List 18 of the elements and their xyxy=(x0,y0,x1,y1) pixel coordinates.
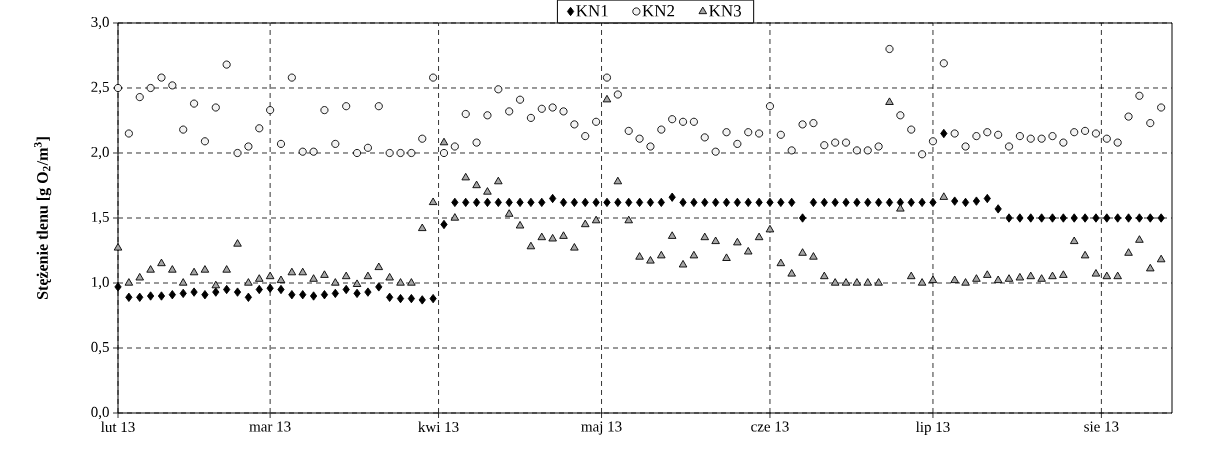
y-tick-label: 2,0 xyxy=(91,146,109,160)
y-tick-label: 1,0 xyxy=(92,276,109,290)
y-tick-label: 0,5 xyxy=(91,341,109,355)
y-tick-label: 0,0 xyxy=(91,406,109,420)
x-tick-label: lut 13 xyxy=(101,421,135,433)
x-tick-label: lip 13 xyxy=(915,421,950,436)
y-tick-label: 2,5 xyxy=(91,81,109,95)
x-tick-label: kwi 13 xyxy=(418,421,459,433)
x-tick-label: sie 13 xyxy=(1084,421,1119,432)
legend-label: KN3 xyxy=(709,5,741,17)
legend-label: KN1 xyxy=(576,5,608,17)
x-tick-label: mar 13 xyxy=(249,421,291,432)
x-tick-label: cze 13 xyxy=(751,421,789,432)
legend-label: KN2 xyxy=(642,5,675,17)
x-tick-label: maj 13 xyxy=(581,421,622,435)
y-tick-label: 3,0 xyxy=(91,16,109,30)
y-tick-label: 1,5 xyxy=(92,211,109,225)
y-axis-title: Stężenie tlenu [g O$_{2}$/m$^{3}$] xyxy=(34,137,52,299)
